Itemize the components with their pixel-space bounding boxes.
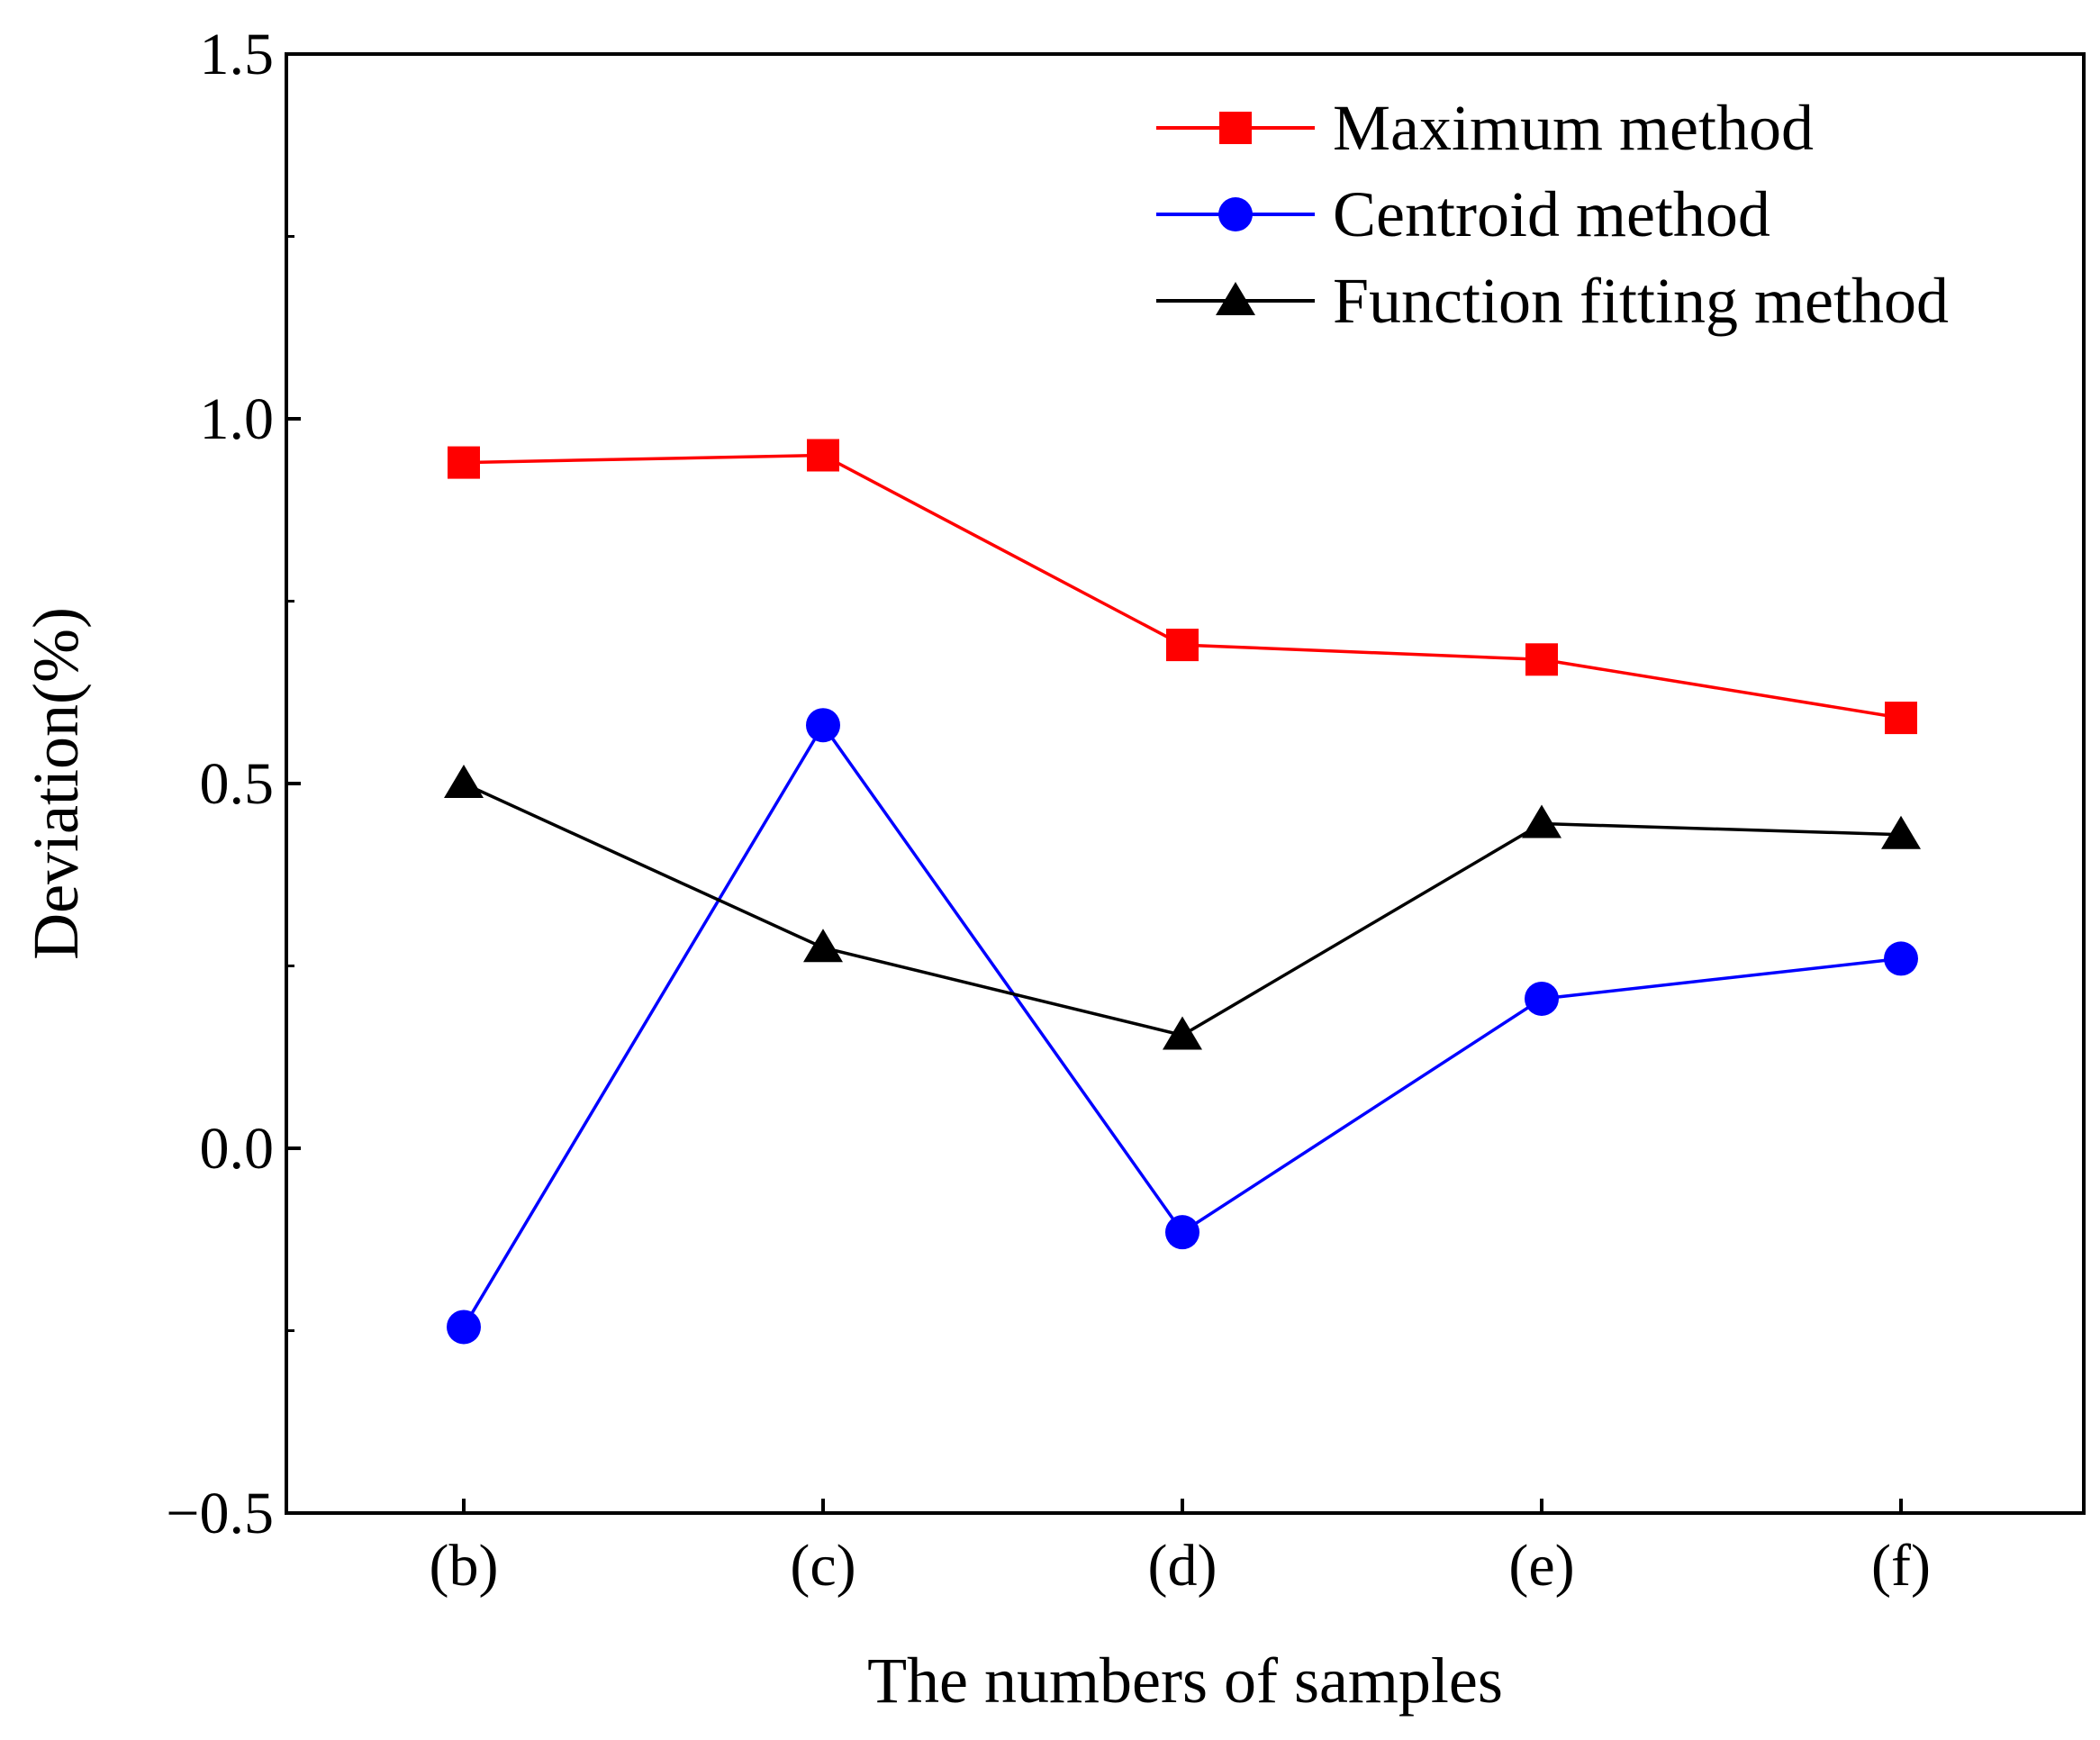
x-axis-ticks: (b) (c) (d) (e) (f) [430,1499,1931,1599]
data-point-function-fitting-method [1881,815,1921,849]
series-layer [444,439,1921,1345]
data-point-function-fitting-method [803,929,843,963]
legend-label-maximum-method: Maximum method [1333,92,1814,164]
data-point-function-fitting-method [1163,1016,1202,1050]
x-tick-label: (e) [1508,1533,1574,1599]
series-line-function-fitting-method [463,782,1902,1038]
y-tick-label: 1.5 [200,22,275,87]
data-point-function-fitting-method [1522,804,1561,838]
x-tick-label: (b) [430,1533,499,1599]
y-tick-label: 0.5 [200,751,275,817]
legend-marker-function-fitting-method [1216,282,1255,315]
data-point-maximum-method [1885,702,1917,735]
data-point-function-fitting-method [444,765,484,798]
y-axis-ticks: −0.5 0.0 0.5 1.0 1.5 [166,22,301,1546]
y-axis-title: Deviation(%) [20,607,92,960]
series-maximum-method [448,439,1917,735]
y-tick-label: 1.0 [200,386,275,452]
series-centroid-method [447,708,1918,1345]
x-tick-label: (f) [1871,1533,1931,1599]
x-tick-label: (d) [1148,1533,1217,1599]
x-tick-label: (c) [790,1533,855,1599]
data-point-centroid-method [1525,981,1559,1016]
y-tick-label: 0.0 [200,1116,275,1182]
data-point-maximum-method [1525,643,1558,676]
data-point-maximum-method [448,446,480,479]
data-point-centroid-method [806,708,840,743]
data-point-maximum-method [1166,629,1199,662]
legend-marker-maximum-method [1219,112,1252,144]
legend-marker-centroid-method [1218,197,1253,231]
data-point-centroid-method [1884,941,1918,976]
series-function-fitting-method [444,765,1921,1050]
series-line-maximum-method [463,453,1902,720]
legend: Maximum method Centroid method Function fi… [1156,92,1949,337]
data-point-centroid-method [447,1310,481,1345]
data-point-centroid-method [1165,1215,1199,1250]
x-axis-title: The numbers of samples [867,1645,1503,1717]
legend-label-centroid-method: Centroid method [1333,178,1770,250]
data-point-maximum-method [807,439,839,472]
legend-label-function-fitting-method: Function fitting method [1333,265,1949,337]
y-tick-label: −0.5 [166,1481,274,1546]
